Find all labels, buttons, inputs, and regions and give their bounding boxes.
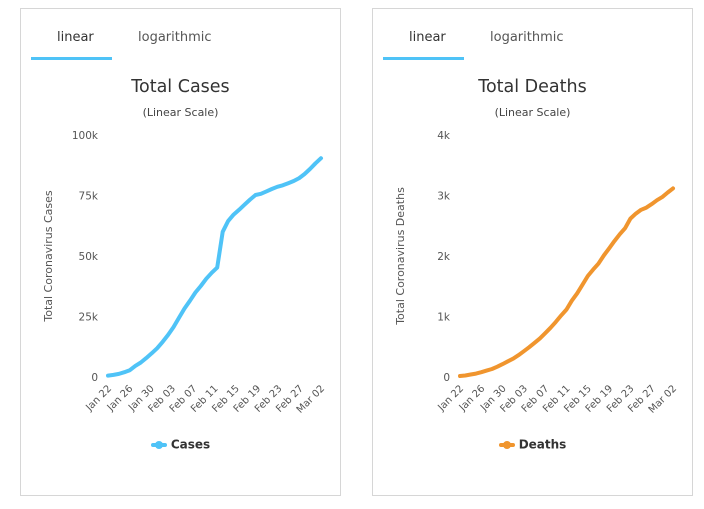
scale-tabs: linear logarithmic: [373, 9, 692, 61]
legend[interactable]: Cases: [21, 437, 340, 452]
y-tick-label: 2k: [437, 251, 451, 263]
tab-linear[interactable]: linear: [57, 30, 94, 45]
y-tick-label: 50k: [79, 251, 99, 263]
y-axis-title: Total Coronavirus Cases: [42, 190, 55, 323]
legend-marker-icon: [150, 440, 167, 449]
legend-label: Deaths: [518, 437, 567, 452]
active-tab-indicator: [31, 57, 112, 60]
active-tab-indicator: [383, 57, 464, 60]
y-tick-label: 100k: [72, 130, 99, 142]
legend[interactable]: Deaths: [373, 437, 692, 452]
y-tick-label: 4k: [437, 130, 451, 142]
y-tick-label: 1k: [437, 312, 451, 324]
series-line-cases[interactable]: [106, 156, 323, 378]
y-tick-label: 75k: [79, 191, 99, 203]
series-line-deaths[interactable]: [458, 186, 675, 378]
tab-logarithmic[interactable]: logarithmic: [490, 30, 564, 45]
legend-label: Cases: [170, 437, 211, 452]
cases-panel: linear logarithmic Total Cases (Linear S…: [20, 8, 341, 496]
chart-title: Total Cases: [131, 77, 230, 97]
chart-subtitle: (Linear Scale): [494, 106, 571, 119]
tab-linear[interactable]: linear: [409, 30, 446, 45]
chart-title: Total Deaths: [478, 77, 587, 97]
y-tick-label: 0: [91, 372, 98, 384]
scale-tabs: linear logarithmic: [21, 9, 340, 61]
y-tick-label: 25k: [79, 312, 99, 324]
deaths-panel: linear logarithmic Total Deaths (Linear …: [372, 8, 693, 496]
y-tick-label: 0: [443, 372, 450, 384]
tab-logarithmic[interactable]: logarithmic: [138, 30, 212, 45]
y-axis-title: Total Coronavirus Deaths: [394, 187, 407, 326]
chart-subtitle: (Linear Scale): [142, 106, 219, 119]
y-tick-label: 3k: [437, 191, 451, 203]
legend-marker-icon: [498, 440, 515, 449]
